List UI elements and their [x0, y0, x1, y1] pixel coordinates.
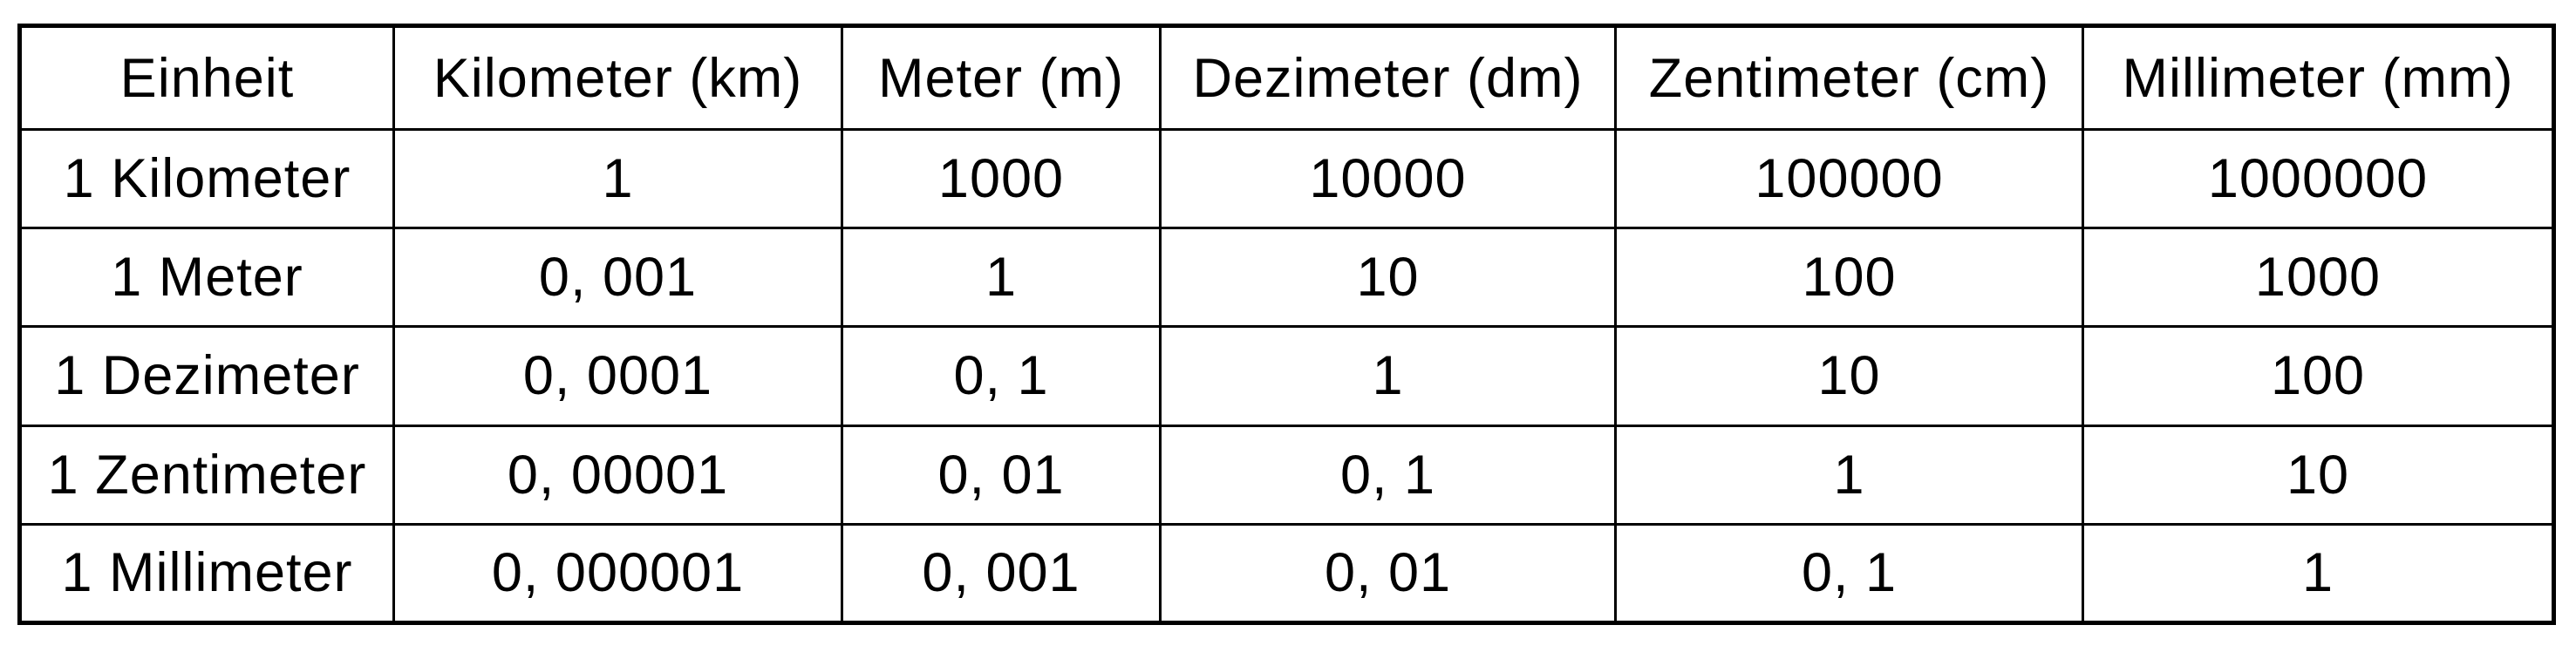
table-cell: 10	[2082, 424, 2555, 526]
table-row-dezimeter: 1 Dezimeter 0, 0001 0, 1 1 10 100	[18, 325, 2555, 427]
table-cell: 0, 001	[392, 227, 843, 329]
table-cell: 0, 1	[841, 325, 1162, 427]
table-row-meter: 1 Meter 0, 001 1 10 100 1000	[18, 227, 2555, 329]
table-row-zentimeter: 1 Zentimeter 0, 00001 0, 01 0, 1 1 10	[18, 424, 2555, 526]
row-label: 1 Dezimeter	[18, 325, 395, 427]
header-meter: Meter (m)	[841, 24, 1162, 131]
table-row-kilometer: 1 Kilometer 1 1000 10000 100000 1000000	[18, 127, 2555, 230]
table-cell: 100000	[1614, 127, 2084, 230]
table-cell: 0, 01	[1159, 522, 1617, 625]
table-cell: 100	[2082, 325, 2555, 427]
row-label: 1 Zentimeter	[18, 424, 395, 526]
table-cell: 10	[1159, 227, 1617, 329]
table-cell: 1	[2082, 522, 2555, 625]
table-cell: 0, 00001	[392, 424, 843, 526]
header-einheit: Einheit	[18, 24, 395, 131]
table-cell: 0, 01	[841, 424, 1162, 526]
table-cell: 1	[1159, 325, 1617, 427]
table-cell: 1	[1614, 424, 2084, 526]
table-cell: 100	[1614, 227, 2084, 329]
table-cell: 1	[841, 227, 1162, 329]
row-label: 1 Millimeter	[18, 522, 395, 625]
header-dezimeter: Dezimeter (dm)	[1159, 24, 1617, 131]
unit-conversion-table: Einheit Kilometer (km) Meter (m) Dezimet…	[17, 24, 2556, 625]
table-cell: 10000	[1159, 127, 1617, 230]
header-row: Einheit Kilometer (km) Meter (m) Dezimet…	[18, 24, 2555, 131]
table-cell: 0, 1	[1159, 424, 1617, 526]
header-kilometer: Kilometer (km)	[392, 24, 843, 131]
conversion-table: Einheit Kilometer (km) Meter (m) Dezimet…	[17, 24, 2556, 625]
table-cell: 1000	[2082, 227, 2555, 329]
table-cell: 1000	[841, 127, 1162, 230]
table-cell: 0, 001	[841, 522, 1162, 625]
table-cell: 0, 0001	[392, 325, 843, 427]
table-cell: 1	[392, 127, 843, 230]
table-cell: 0, 000001	[392, 522, 843, 625]
table-cell: 0, 1	[1614, 522, 2084, 625]
row-label: 1 Meter	[18, 227, 395, 329]
table-cell: 1000000	[2082, 127, 2555, 230]
table-row-millimeter: 1 Millimeter 0, 000001 0, 001 0, 01 0, 1…	[18, 522, 2555, 625]
header-zentimeter: Zentimeter (cm)	[1614, 24, 2084, 131]
header-millimeter: Millimeter (mm)	[2082, 24, 2555, 131]
table-cell: 10	[1614, 325, 2084, 427]
row-label: 1 Kilometer	[18, 127, 395, 230]
